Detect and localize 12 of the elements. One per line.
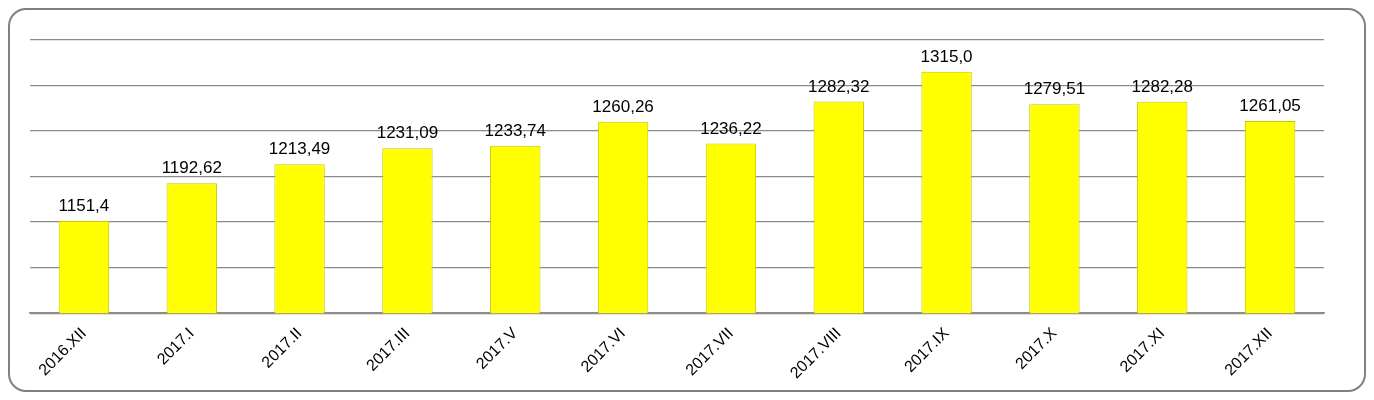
data-label: 1192,62 (161, 158, 222, 178)
data-label: 1261,05 (1239, 96, 1301, 116)
data-label: 1151,4 (58, 196, 110, 215)
data-label: 1282,28 (1131, 76, 1193, 96)
data-label: 1279,51 (1023, 79, 1086, 99)
data-label: 1233,74 (484, 121, 546, 141)
data-label: 1213,49 (268, 139, 331, 159)
data-label: 1282,32 (808, 76, 870, 96)
data-label: 1236,22 (700, 118, 762, 138)
data-label: 1231,09 (376, 123, 439, 143)
data-label: 1315,0 (920, 47, 973, 67)
data-label: 1260,26 (592, 96, 654, 116)
